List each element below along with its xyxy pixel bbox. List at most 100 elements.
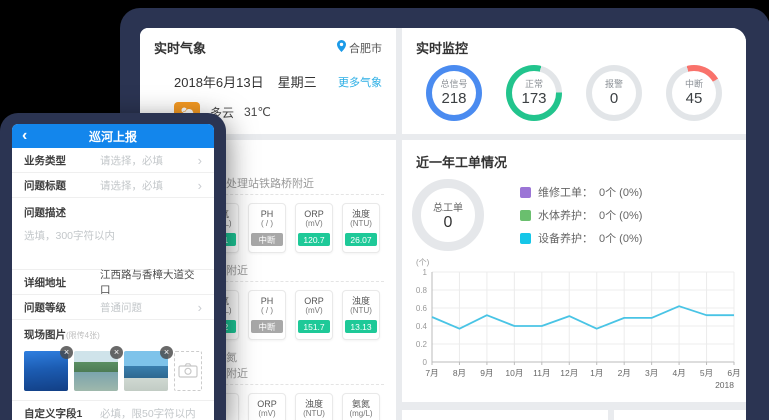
gauges-row: 总信号 218 正常 173 报警 0 中断 45 — [402, 63, 746, 121]
phone-navbar: ‹ 巡河上报 — [12, 124, 214, 148]
back-button[interactable]: ‹ — [22, 127, 28, 144]
metric-unit: (NTU) — [350, 306, 372, 315]
svg-text:4月: 4月 — [672, 368, 685, 378]
monitor-gauge: 报警 0 — [586, 65, 642, 121]
gauge-value: 0 — [609, 90, 619, 107]
metric-card: PH ( / ) 中断 — [248, 203, 286, 253]
weather-temperature: 31℃ — [244, 105, 271, 119]
city-selector[interactable]: 合肥市 — [337, 40, 382, 56]
metric-value-badge: 151.7 — [298, 320, 330, 333]
monitor-title: 实时监控 — [416, 41, 469, 56]
station-name: 附近 — [226, 265, 248, 277]
metric-card: 浊度 (NTU) 13.13 — [342, 290, 380, 340]
orders-line-chart: (个) 0 0.2 0.4 0.6 0.8 1 7月 8月 9月 10月 11月 12月 1月 2月 3月 4月… — [408, 254, 742, 402]
metric-name: 浊度 — [351, 296, 370, 306]
metric-card: 氨氮 (mg/L) 2.47 — [342, 393, 380, 420]
metric-name: ORP — [257, 399, 277, 409]
station-section: 氮 附近 PH ( / ) 中断 ORP (mV) 91.44 浊度 (NTU)… — [140, 352, 396, 420]
panel-monitor: 实时监控 总信号 218 正常 173 报警 0 中断 45 — [402, 28, 746, 134]
phone-device-frame: ‹ 巡河上报 业务类型 请选择，必填 › 问题标题 请选择，必填 › 问题描述 … — [0, 113, 226, 420]
remove-photo-icon[interactable]: × — [60, 346, 73, 359]
field-label: 业务类型 — [24, 154, 66, 167]
form-field-row[interactable]: 问题标题 请选择，必填 › — [12, 173, 214, 198]
gauge-inner: 总信号 218 — [432, 71, 476, 115]
svg-text:2月: 2月 — [618, 368, 631, 378]
metric-name: 氨氮 — [351, 399, 370, 409]
legend-swatch — [520, 186, 531, 198]
gauge-inner: 报警 0 — [592, 71, 636, 115]
field-label: 问题标题 — [24, 179, 66, 192]
more-weather-link[interactable]: 更多气象 — [338, 76, 382, 89]
orders-legend: 维修工单： 0个 (0%) 水体养护： 0个 (0%) 设备养护： 0个 (0%… — [520, 184, 642, 246]
weather-date: 2018年6月13日 — [174, 75, 264, 90]
field-placeholder: 请选择，必填 — [100, 154, 163, 167]
chevron-right-icon: › — [197, 177, 202, 193]
remove-photo-icon[interactable]: × — [110, 346, 123, 359]
metric-name: ORP — [304, 209, 324, 219]
gauge-value: 45 — [685, 90, 703, 107]
field-value: 普通问题 — [100, 301, 142, 314]
svg-text:0.4: 0.4 — [416, 322, 428, 331]
svg-text:9月: 9月 — [480, 368, 493, 378]
legend-item: 设备养护： 0个 (0%) — [520, 230, 642, 246]
chevron-right-icon: › — [197, 299, 202, 315]
svg-text:(个): (个) — [416, 258, 430, 267]
custom-field-1[interactable]: 自定义字段1 必填，限50字符以内 — [12, 401, 214, 420]
phone-screen: ‹ 巡河上报 业务类型 请选择，必填 › 问题标题 请选择，必填 › 问题描述 … — [12, 124, 214, 420]
legend-value: 0个 (0%) — [599, 210, 643, 222]
metric-card: 浊度 (NTU) 26.07 — [342, 203, 380, 253]
metric-value-badge: 中断 — [251, 233, 283, 246]
svg-text:7月: 7月 — [425, 368, 438, 378]
divider — [200, 384, 384, 385]
photos-limit-hint: (限传4张) — [66, 331, 100, 340]
gauge-value: 218 — [441, 90, 467, 107]
field-label: 问题等级 — [24, 301, 66, 314]
address-field[interactable]: 详细地址 江西路与香樟大道交口 — [12, 269, 214, 296]
metric-cards-row: 氨氮 (mg/L) 0.71 PH ( / ) 中断 ORP (mV) 120.… — [201, 203, 396, 253]
metric-unit: (mV) — [305, 306, 323, 315]
legend-value: 0个 (0%) — [599, 233, 643, 245]
station-name-line2: 附近 — [226, 368, 248, 380]
gauge-value: 173 — [521, 90, 547, 107]
photo-thumbnail[interactable]: × — [124, 346, 173, 391]
metric-name: ORP — [304, 296, 324, 306]
legend-label: 设备养护： — [538, 233, 593, 245]
metric-value-badge: 13.13 — [345, 320, 377, 333]
gauge-inner: 正常 173 — [512, 71, 556, 115]
svg-text:0.2: 0.2 — [416, 340, 428, 349]
svg-text:10月: 10月 — [505, 368, 523, 378]
field-label: 详细地址 — [24, 276, 66, 289]
photo-thumbnail[interactable]: × — [74, 346, 123, 391]
svg-text:8月: 8月 — [453, 368, 466, 378]
gauge-label: 中断 — [684, 79, 703, 89]
svg-text:3月: 3月 — [645, 368, 658, 378]
add-photo-button[interactable] — [174, 351, 202, 391]
location-pin-icon — [337, 40, 346, 55]
gauge-inner: 中断 45 — [672, 71, 716, 115]
orders-title: 近一年工单情况 — [416, 155, 508, 170]
metric-card: ORP (mV) 91.44 — [248, 393, 286, 420]
metric-unit: (NTU) — [303, 409, 325, 418]
metric-card: ORP (mV) 120.7 — [295, 203, 333, 253]
camera-icon — [178, 362, 198, 381]
metric-name: PH — [260, 209, 274, 219]
remove-photo-icon[interactable]: × — [160, 346, 173, 359]
field-label: 自定义字段1 — [24, 407, 83, 420]
problem-description-field[interactable]: 问题描述 选填，300字符以内 — [12, 198, 214, 270]
gauge-label: 报警 — [604, 79, 623, 89]
legend-item: 水体养护： 0个 (0%) — [520, 207, 642, 223]
monitor-gauge: 总信号 218 — [426, 65, 482, 121]
problem-level-field[interactable]: 问题等级 普通问题 › — [12, 295, 214, 320]
svg-text:11月: 11月 — [533, 368, 550, 378]
form-field-row[interactable]: 业务类型 请选择，必填 › — [12, 148, 214, 173]
metric-card: 浊度 (NTU) 13.86 — [295, 393, 333, 420]
photo-thumbnail[interactable]: × — [24, 346, 73, 391]
total-orders-donut: 总工单 0 — [412, 179, 484, 251]
field-label: 问题描述 — [24, 207, 66, 219]
panel-bottom-right — [614, 410, 746, 420]
metric-cards-row: 氨氮 (mg/L) 0.42 PH ( / ) 中断 ORP (mV) 151.… — [201, 290, 396, 340]
metric-name: 浊度 — [304, 399, 323, 409]
svg-text:5月: 5月 — [700, 368, 713, 378]
field-placeholder: 请选择，必填 — [100, 179, 163, 192]
metric-name: 浊度 — [351, 209, 370, 219]
